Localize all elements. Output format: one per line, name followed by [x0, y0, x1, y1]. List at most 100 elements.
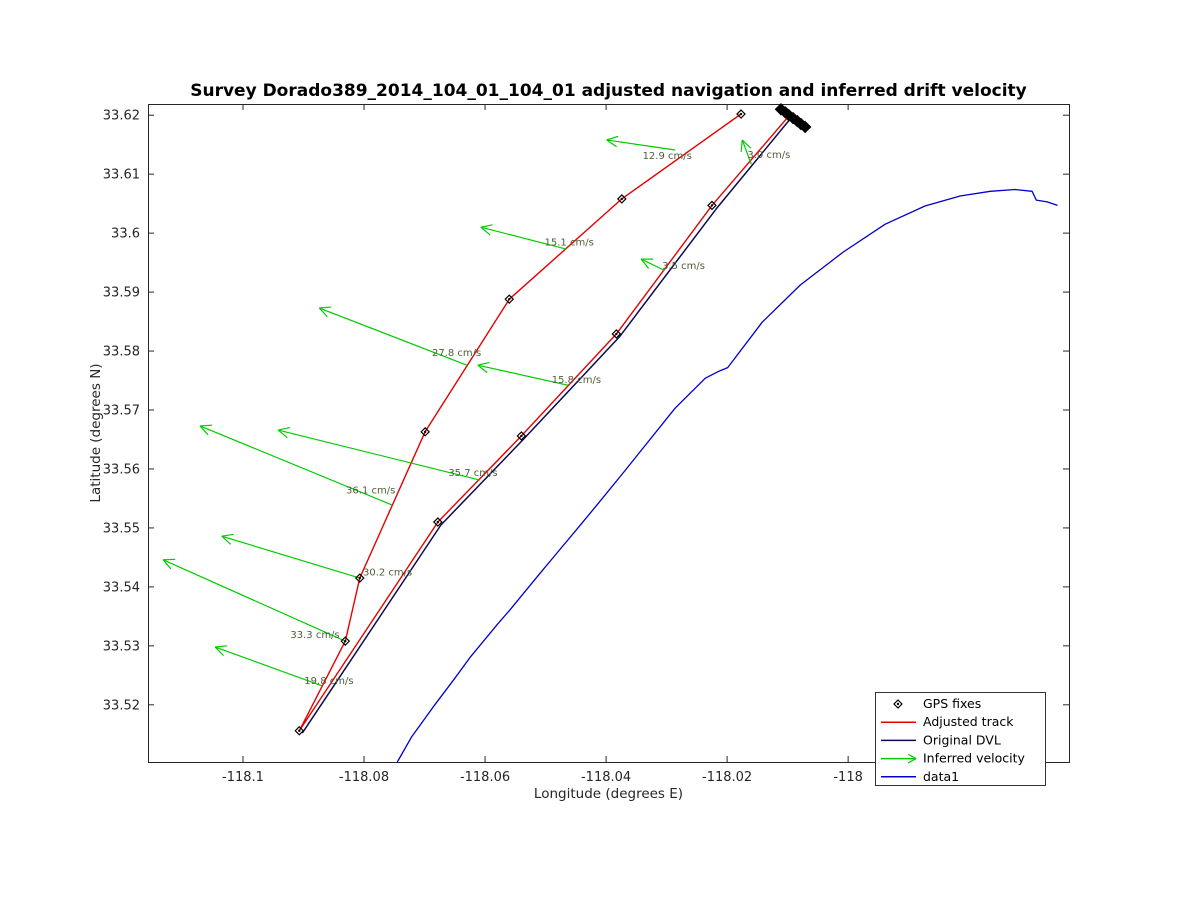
y-tick-label: 33.54	[103, 580, 140, 595]
velocity-arrowhead	[221, 535, 232, 545]
velocity-arrowhead	[214, 646, 224, 657]
gps-fix-marker	[707, 200, 717, 211]
legend-arrowhead	[907, 758, 917, 764]
velocity-label: 30.2 cm/s	[363, 568, 412, 579]
velocity-arrowhead	[477, 361, 490, 366]
velocity-arrow	[606, 139, 676, 151]
gps-fix-marker-dot	[615, 332, 618, 336]
legend-gps-marker-dot	[896, 702, 900, 706]
y-tick-label: 33.56	[103, 462, 140, 477]
velocity-arrowhead	[162, 559, 172, 570]
x-tick-label: -118	[833, 770, 863, 785]
velocity-arrow	[221, 535, 360, 579]
gps-fix-marker-dot	[620, 197, 624, 201]
velocity-arrow	[319, 307, 468, 366]
original-dvl-line	[301, 113, 795, 734]
y-tick-label: 33.53	[103, 639, 140, 654]
legend-label: GPS fixes	[923, 696, 981, 711]
velocity-arrow	[277, 429, 481, 481]
velocity-label: 19.8 cm/s	[304, 676, 353, 687]
gps-fix-marker-dot	[358, 576, 361, 580]
gps-fix-marker-cluster	[798, 120, 812, 134]
gps-fix-marker-dot	[508, 297, 511, 301]
legend-label: Adjusted track	[923, 714, 1014, 729]
velocity-label: 3.0 cm/s	[747, 150, 790, 161]
velocity-arrow	[199, 425, 393, 506]
y-tick-label: 33.59	[103, 286, 140, 301]
gps-fix-marker-dot	[710, 204, 714, 207]
velocity-arrowhead	[215, 645, 228, 648]
x-tick-label: -118.02	[702, 770, 752, 785]
velocity-arrowhead	[606, 139, 617, 148]
velocity-label: 3.5 cm/s	[662, 261, 705, 272]
velocity-arrowhead	[277, 426, 290, 431]
velocity-arrowhead	[277, 429, 288, 439]
velocity-label: 27.8 cm/s	[432, 348, 481, 359]
gps-fix-marker	[611, 329, 622, 339]
gps-fix-marker	[340, 636, 351, 646]
gps-fix-marker-dot	[298, 729, 301, 732]
y-tick-label: 33.6	[111, 227, 140, 242]
legend-box	[875, 692, 1046, 786]
legend-arrowhead	[907, 753, 917, 760]
gps-fix-marker	[736, 109, 746, 119]
gps-fix-marker	[516, 431, 527, 441]
x-tick-label: -118.1	[222, 770, 264, 785]
velocity-label: 15.1 cm/s	[545, 238, 594, 249]
legend-gps-marker	[893, 699, 903, 709]
y-tick-label: 33.58	[103, 345, 140, 360]
velocity-arrow	[741, 139, 752, 165]
velocity-arrow	[480, 226, 567, 250]
velocity-label: 36.1 cm/s	[346, 486, 395, 497]
velocity-arrowhead	[477, 364, 488, 374]
gps-fix-marker	[504, 294, 515, 305]
adjusted-track-line	[298, 113, 806, 732]
legend-label: data1	[923, 769, 959, 784]
y-tick-label: 33.55	[103, 521, 140, 536]
y-tick-label: 33.62	[103, 109, 140, 124]
velocity-arrowhead	[480, 224, 493, 228]
axes-box	[148, 104, 1070, 763]
gps-fix-marker-dot	[344, 639, 347, 643]
velocity-arrowhead	[606, 135, 619, 141]
gps-fix-marker-dot	[739, 112, 743, 116]
velocity-arrowhead	[221, 533, 234, 537]
y-tick-label: 33.57	[103, 404, 140, 419]
velocity-arrowhead	[199, 425, 209, 436]
velocity-arrowhead	[480, 226, 491, 236]
gps-fix-marker	[294, 725, 305, 736]
velocity-arrow	[162, 559, 346, 642]
velocity-arrowhead	[319, 306, 332, 309]
y-tick-label: 33.52	[103, 698, 140, 713]
velocity-arrowhead	[741, 139, 752, 149]
legend-label: Inferred velocity	[923, 751, 1026, 766]
chart-title: Survey Dorado389_2014_104_01_104_01 adju…	[190, 81, 1027, 101]
x-tick-label: -118.04	[581, 770, 631, 785]
velocity-arrowhead	[640, 258, 650, 269]
velocity-arrowhead	[740, 139, 743, 152]
velocity-arrow	[640, 258, 665, 271]
x-axis-label: Longitude (degrees E)	[533, 786, 684, 802]
data1-line	[396, 188, 1058, 763]
gps-fix-marker	[433, 517, 443, 527]
y-tick-label: 33.61	[103, 168, 140, 183]
velocity-label: 35.7 cm/s	[448, 468, 497, 479]
velocity-arrow	[214, 646, 323, 687]
gps-fix-marker	[354, 573, 365, 583]
velocity-arrowhead	[318, 307, 328, 318]
velocity-label: 33.3 cm/s	[290, 630, 339, 641]
x-tick-label: -118.06	[460, 770, 510, 785]
velocity-label: 12.9 cm/s	[643, 151, 692, 162]
gps-fix-marker-dot	[423, 430, 427, 434]
gps-fix-marker	[420, 426, 430, 437]
legend-label: Original DVL	[923, 732, 1001, 747]
gps-fix-marker-dot	[520, 434, 523, 438]
x-tick-label: -118.08	[339, 770, 389, 785]
velocity-arrowhead	[200, 424, 213, 427]
gps-fix-marker-dot	[436, 520, 440, 524]
velocity-arrow	[477, 364, 569, 386]
velocity-label: 15.8 cm/s	[552, 375, 601, 386]
gps-fix-marker	[616, 194, 627, 204]
